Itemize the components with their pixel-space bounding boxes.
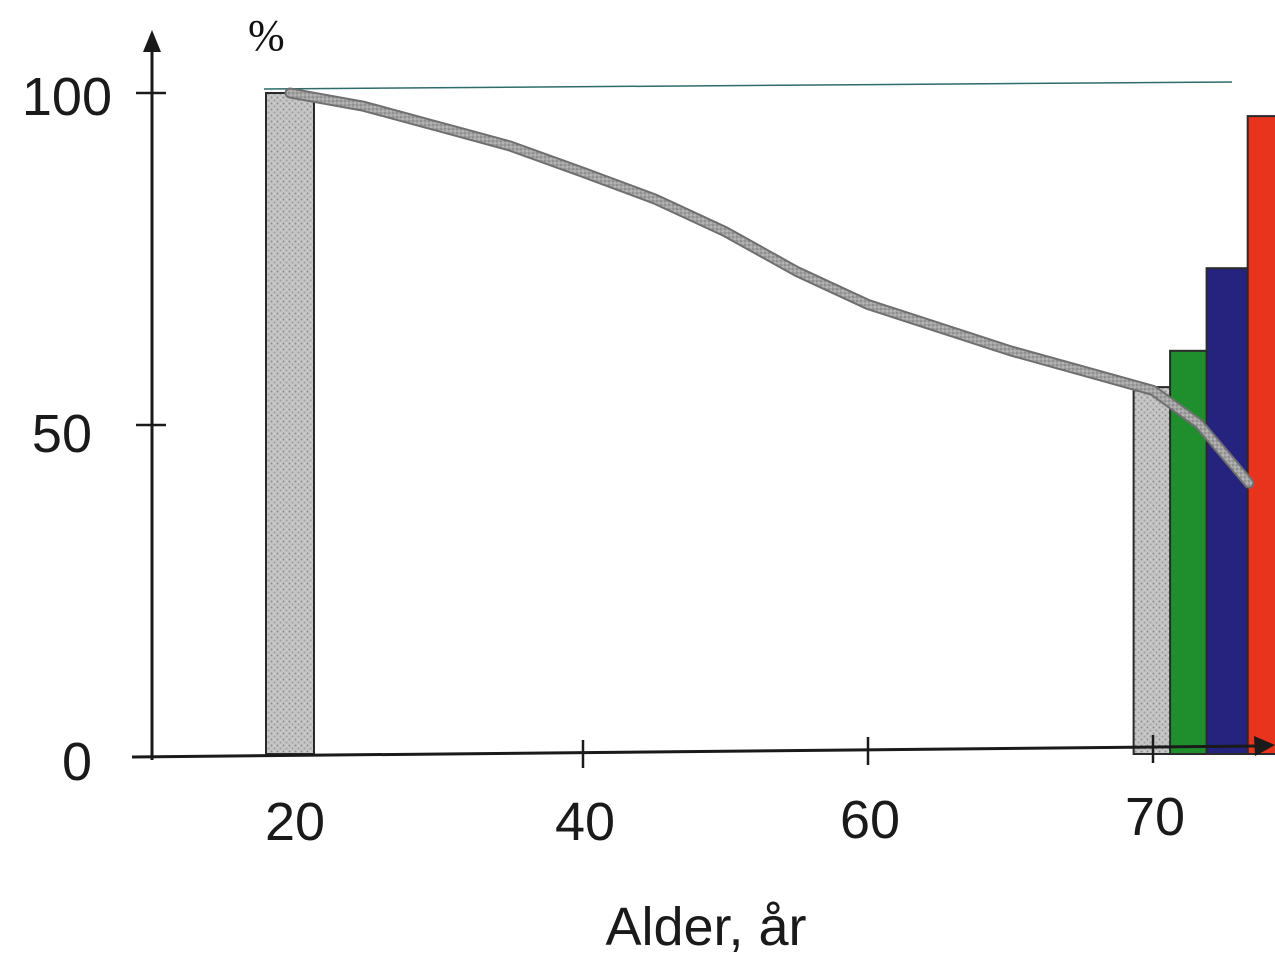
y-tick-label-50: 50	[32, 404, 92, 464]
curve-layer	[284, 87, 1255, 489]
x-axis	[131, 735, 1275, 768]
y-tick-label-0: 0	[62, 732, 92, 792]
y-axis	[136, 30, 166, 760]
x-axis-arrow-icon	[1254, 736, 1275, 756]
x-tick-label-40: 40	[555, 792, 615, 852]
y-tick-label-100: 100	[22, 67, 112, 127]
x-axis-title: Alder, år	[605, 897, 806, 955]
reference-line	[263, 81, 1233, 90]
bars-layer	[265, 92, 1275, 756]
bar-4	[1205, 267, 1256, 755]
y-unit-label: %	[248, 11, 285, 60]
trend-curve	[286, 89, 1253, 487]
y-axis-arrow-icon	[143, 30, 161, 52]
x-tick-label-70: 70	[1125, 787, 1185, 847]
bar-1	[265, 92, 315, 755]
x-tick-label-20: 20	[265, 792, 325, 852]
trend-curve-outline	[284, 87, 1255, 489]
bar-5	[1246, 115, 1275, 756]
x-tick-label-60: 60	[840, 790, 900, 850]
